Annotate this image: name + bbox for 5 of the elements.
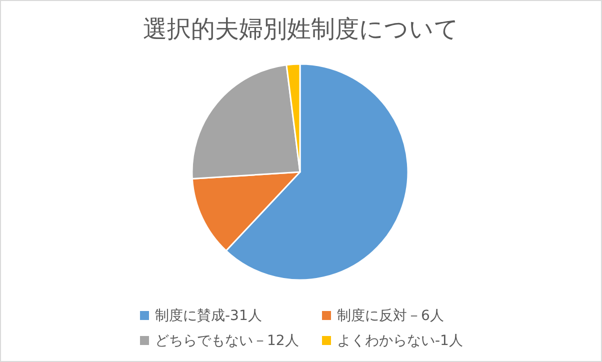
legend-label: 制度に反対－6人 bbox=[337, 308, 444, 324]
chart-title: 選択的夫婦別姓制度について bbox=[143, 15, 459, 43]
legend-label: よくわからない-1人 bbox=[337, 333, 463, 349]
legend-label: 制度に賛成-31人 bbox=[155, 308, 262, 324]
legend-label: どちらでもない－12人 bbox=[155, 333, 299, 349]
